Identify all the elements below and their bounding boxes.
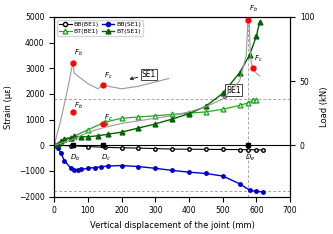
Legend: BB(BE1), BT(BE1), BB(SE1), BT(SE1): BB(BE1), BT(BE1), BB(SE1), BT(SE1) bbox=[57, 20, 143, 36]
Y-axis label: Load (kN): Load (kN) bbox=[320, 87, 329, 127]
Text: $F_b$: $F_b$ bbox=[74, 101, 83, 111]
Text: $D_c$: $D_c$ bbox=[101, 152, 111, 163]
Text: $D_e$: $D_e$ bbox=[244, 152, 255, 163]
Text: $F_c$: $F_c$ bbox=[104, 71, 113, 81]
Text: $F_c$: $F_c$ bbox=[104, 113, 113, 123]
Y-axis label: Strain (με): Strain (με) bbox=[4, 85, 13, 129]
Text: BE1: BE1 bbox=[223, 86, 241, 99]
X-axis label: Vertical displacement of the joint (mm): Vertical displacement of the joint (mm) bbox=[90, 221, 254, 230]
Text: $F_b$: $F_b$ bbox=[249, 4, 258, 14]
Text: $F_c$: $F_c$ bbox=[254, 54, 262, 64]
Text: $F_b$: $F_b$ bbox=[74, 48, 83, 58]
Text: $D_b$: $D_b$ bbox=[70, 152, 81, 163]
Text: SE1: SE1 bbox=[130, 70, 156, 80]
